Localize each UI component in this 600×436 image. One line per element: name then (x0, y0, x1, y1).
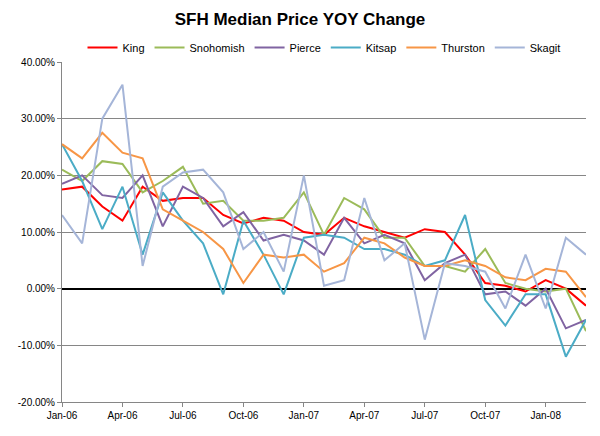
svg-text:Oct-07: Oct-07 (470, 410, 500, 421)
svg-text:Oct-06: Oct-06 (228, 410, 258, 421)
svg-text:-10.00%: -10.00% (18, 340, 55, 351)
svg-text:King: King (123, 42, 145, 54)
svg-text:Snohomish: Snohomish (190, 42, 245, 54)
svg-text:Pierce: Pierce (290, 42, 321, 54)
svg-text:SFH Median Price YOY Change: SFH Median Price YOY Change (175, 10, 426, 29)
svg-text:Thurston: Thurston (441, 42, 484, 54)
svg-text:Apr-06: Apr-06 (107, 410, 137, 421)
svg-text:-20.00%: -20.00% (18, 397, 55, 408)
svg-text:Kitsap: Kitsap (366, 42, 397, 54)
svg-text:40.00%: 40.00% (21, 57, 55, 68)
svg-text:Jan-08: Jan-08 (530, 410, 561, 421)
svg-text:20.00%: 20.00% (21, 170, 55, 181)
svg-text:Jul-07: Jul-07 (411, 410, 439, 421)
svg-text:Skagit: Skagit (530, 42, 561, 54)
svg-text:30.00%: 30.00% (21, 113, 55, 124)
svg-text:10.00%: 10.00% (21, 227, 55, 238)
svg-text:Jan-06: Jan-06 (47, 410, 78, 421)
svg-text:0.00%: 0.00% (27, 283, 55, 294)
svg-text:Apr-07: Apr-07 (349, 410, 379, 421)
svg-text:Jul-06: Jul-06 (169, 410, 197, 421)
svg-text:Jan-07: Jan-07 (289, 410, 320, 421)
